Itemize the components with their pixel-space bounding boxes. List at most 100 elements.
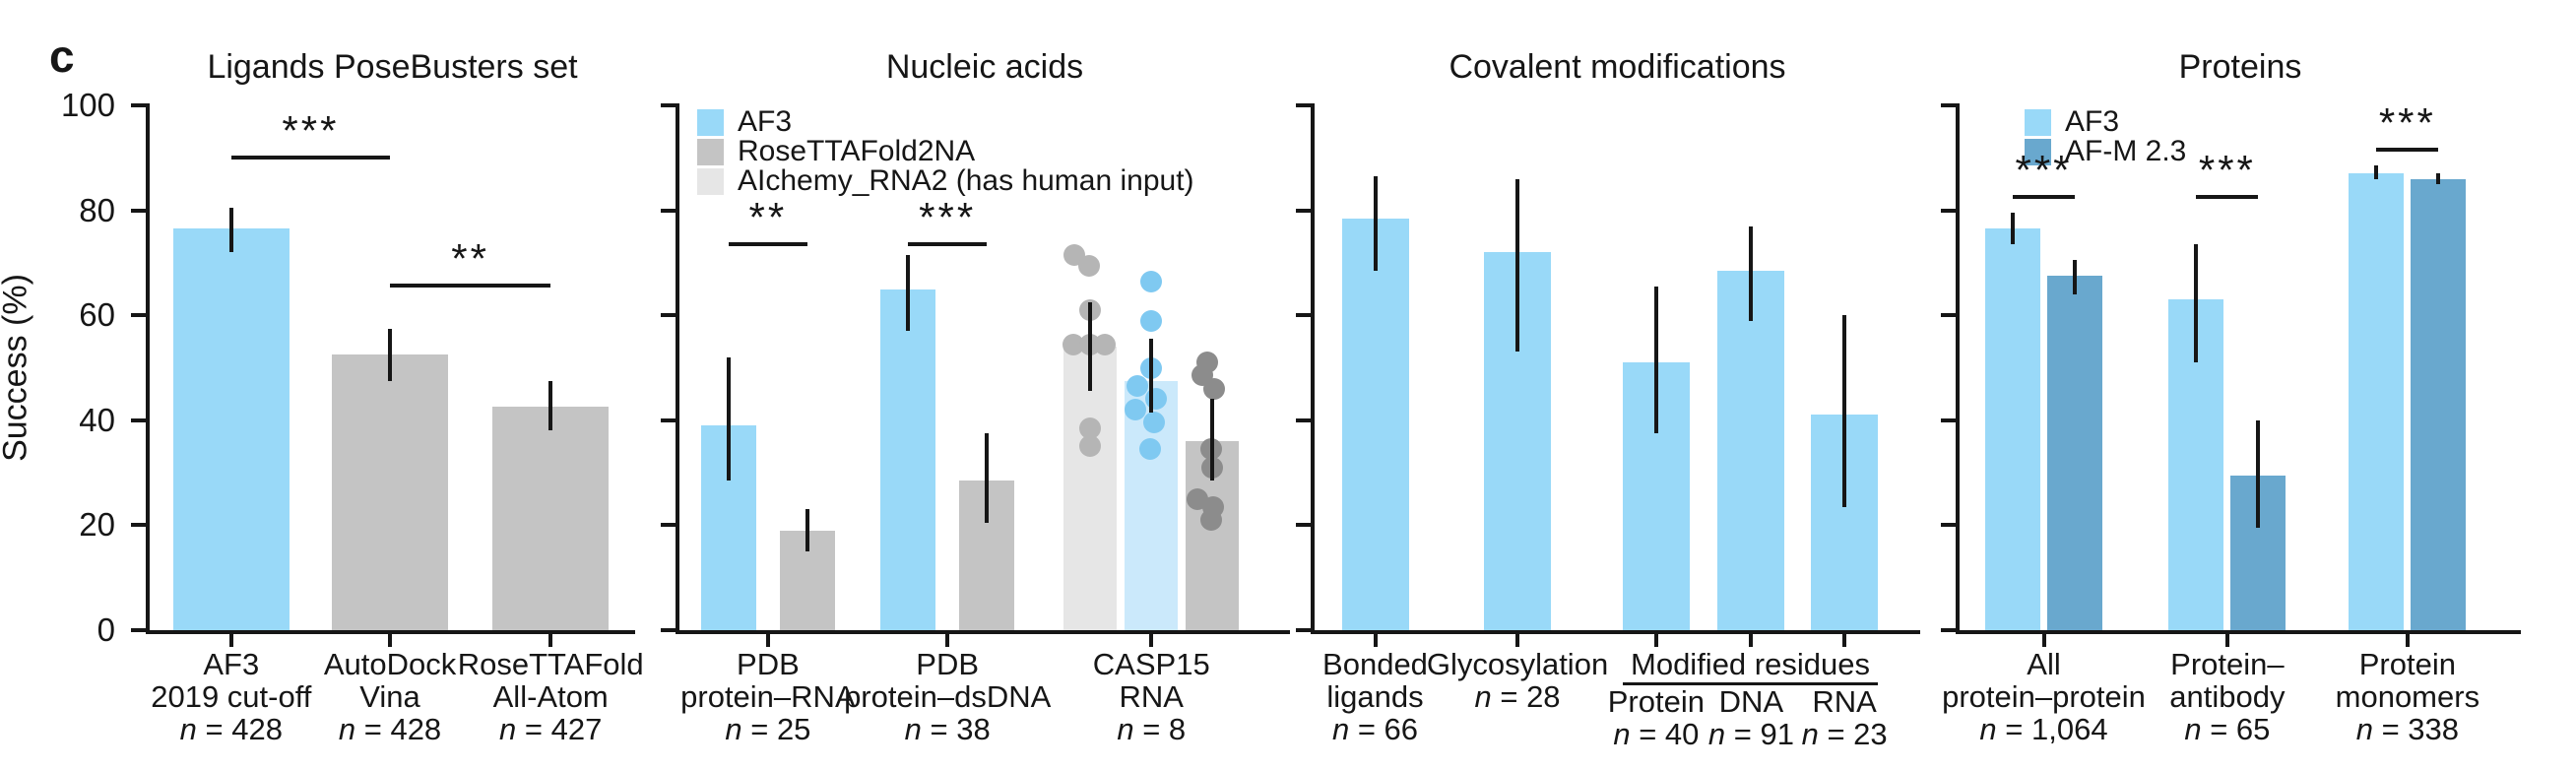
data-point-aichemy-rna2	[1063, 333, 1085, 355]
group-label-line: RNA	[1812, 684, 1877, 719]
x-axis-group-label-rna: RNA n = 23	[1647, 685, 2041, 750]
sample-size-label: n = 40	[1613, 717, 1700, 751]
y-tick	[1296, 628, 1311, 632]
group-label-line: protein–dsDNA	[844, 679, 1052, 714]
sample-size-label: n = 38	[904, 712, 991, 746]
y-tick	[661, 208, 676, 213]
error-bar-af3	[228, 207, 233, 253]
y-tick	[1941, 628, 1956, 632]
error-bar-af3	[2374, 165, 2379, 179]
sample-size-label: n = 25	[725, 712, 811, 746]
error-bar-af3	[1842, 315, 1847, 507]
data-point-af3	[1125, 399, 1147, 421]
data-point-rosettafold2na	[1203, 377, 1226, 400]
x-axis-group-label-protein-monomers: Protein monomers n = 338	[2211, 648, 2576, 745]
x-tick	[1373, 634, 1378, 647]
error-bar-af3	[1515, 178, 1520, 353]
x-axis-group-label-all-protein-protein: All protein–protein n = 1,064	[1847, 648, 2241, 745]
bar-af3	[880, 289, 936, 630]
bar-af3	[1717, 270, 1785, 630]
x-tick	[1653, 634, 1658, 647]
x-axis-group-label-dna: DNA n = 91	[1554, 685, 1948, 750]
y-tick-label: 0	[97, 611, 115, 648]
error-bar-af3	[2194, 244, 2199, 363]
x-tick	[2224, 634, 2229, 647]
bar-rosettafold-all-atom	[492, 407, 610, 630]
group-label-line: PDB	[737, 647, 800, 681]
bar-af3	[172, 228, 290, 630]
x-axis-group-label-protein: Protein n = 40	[1459, 685, 1853, 750]
data-point-rosettafold2na	[1200, 509, 1223, 532]
error-bar-af3	[1149, 339, 1154, 413]
bar-af3	[2349, 173, 2405, 630]
panel-title-ligands-posebusters: Ligands PoseBusters set	[207, 48, 578, 86]
error-bar-af3	[1653, 286, 1658, 434]
error-bar-rosettafold2na	[805, 509, 809, 552]
y-tick	[131, 103, 146, 107]
y-tick	[1296, 523, 1311, 528]
group-label-line: Protein–	[2170, 647, 2285, 681]
legend-nucleic-acids: AF3 RoseTTAFold2NA AIchemy_RNA2 (has human…	[697, 107, 1194, 196]
significance-bracket	[230, 155, 391, 160]
group-label-line: RNA	[1119, 679, 1184, 714]
y-tick	[1296, 313, 1311, 318]
x-axis-group-label-pdb-protein-rna: PDB protein–RNA n = 25	[571, 648, 965, 745]
panel-title-proteins: Proteins	[2178, 48, 2302, 86]
significance-bracket	[2013, 194, 2075, 199]
y-tick	[1941, 417, 1956, 422]
data-point-aichemy-rna2	[1094, 333, 1117, 355]
legend-item-af-m-2-3: AF-M 2.3	[2025, 137, 2186, 166]
significance-stars: ***	[2378, 98, 2436, 146]
sample-size-label: n = 338	[2355, 712, 2460, 746]
error-bar-af3	[906, 254, 911, 332]
sample-size-label: n = 66	[1331, 712, 1419, 746]
legend-item-aichemy-rna2-has-human-input: AIchemy_RNA2 (has human input)	[697, 166, 1194, 196]
legend-swatch-af3	[2025, 108, 2051, 136]
x-axis-group-label-rosettafold-all-atom: RoseTTAFold All-Atom n = 427	[354, 648, 747, 745]
error-bar-rosettafold-all-atom	[548, 380, 553, 431]
y-tick-label: 40	[79, 401, 115, 438]
y-tick-label: 20	[79, 506, 115, 544]
error-bar-af3	[726, 356, 731, 481]
group-label-line: DNA	[1718, 684, 1784, 719]
y-tick	[131, 208, 146, 213]
y-tick	[661, 103, 676, 107]
sample-size-label: n = 23	[1801, 717, 1888, 751]
x-tick	[765, 634, 770, 647]
x-axis-group-label-autodock-vina: AutoDock Vina n = 428	[193, 648, 587, 745]
y-tick	[1941, 313, 1956, 318]
x-tick	[388, 634, 393, 647]
x-axis-ligands-posebusters	[146, 630, 635, 634]
sample-size-label: n = 428	[338, 712, 442, 746]
x-tick	[2405, 634, 2410, 647]
significance-stars: **	[451, 235, 489, 283]
bar-af3	[1341, 218, 1409, 630]
error-bar-rosettafold2na	[1210, 399, 1215, 481]
span-label-modified-residues: Modified residues	[1631, 647, 1870, 681]
y-axis-proteins	[1956, 103, 1960, 634]
y-tick	[1941, 103, 1956, 107]
x-axis-group-label-pdb-protein-dsdna: PDB protein–dsDNA n = 38	[750, 648, 1144, 745]
group-label-line: Protein	[1607, 684, 1705, 719]
y-tick-label: 60	[79, 296, 115, 334]
y-tick	[1941, 523, 1956, 528]
group-label-line: protein–protein	[1942, 679, 2146, 714]
data-point-aichemy-rna2	[1078, 254, 1101, 277]
sample-size-label: n = 428	[179, 712, 283, 746]
legend-item-af3: AF3	[697, 107, 1194, 137]
data-point-af3	[1140, 270, 1163, 292]
x-tick	[1149, 634, 1154, 647]
panel-title-nucleic-acids: Nucleic acids	[885, 48, 1084, 86]
error-bar-autodock-vina	[388, 328, 393, 381]
x-axis-nucleic-acids	[676, 630, 1290, 634]
x-tick	[945, 634, 950, 647]
data-point-aichemy-rna2	[1079, 417, 1102, 439]
x-axis-group-label-protein-antibody: Protein– antibody n = 65	[2030, 648, 2424, 745]
error-bar-af-m-2-3	[2256, 419, 2261, 529]
significance-stars: ***	[282, 106, 340, 154]
group-label-line: Protein	[2358, 647, 2456, 681]
y-tick	[661, 417, 676, 422]
sample-size-label: n = 8	[1117, 712, 1187, 746]
sample-size-label: n = 427	[499, 712, 603, 746]
